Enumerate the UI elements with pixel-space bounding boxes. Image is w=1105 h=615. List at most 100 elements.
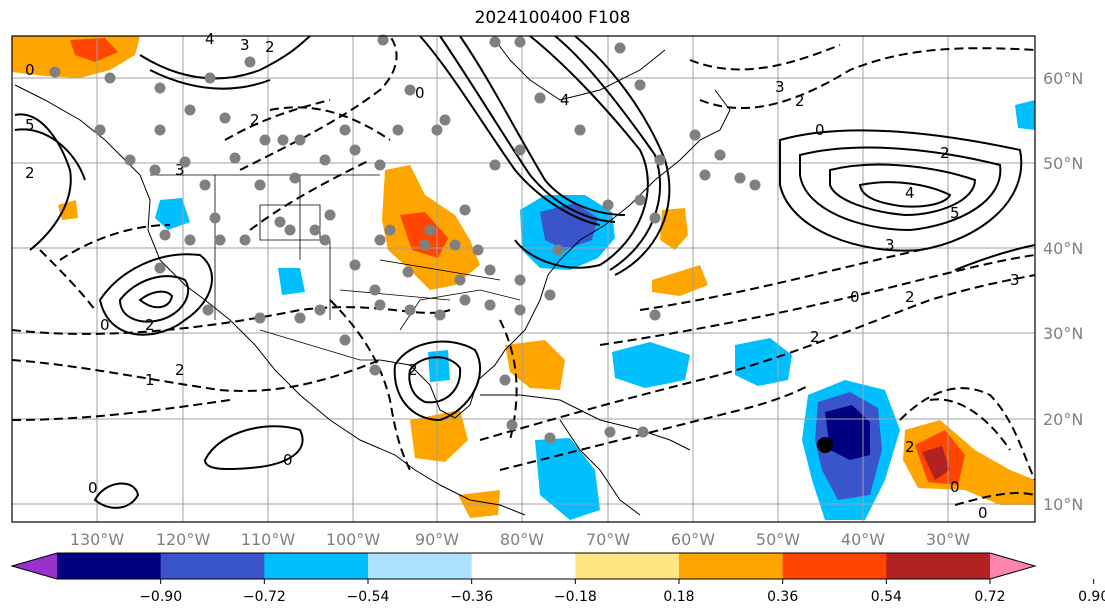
station-marker — [614, 42, 626, 54]
station-marker — [459, 294, 471, 306]
political-borders — [150, 174, 521, 361]
station-marker — [484, 264, 496, 276]
colorbar-cell — [368, 553, 473, 579]
station-marker — [574, 124, 586, 136]
station-marker — [514, 144, 526, 156]
contour-label: 0 — [25, 61, 35, 79]
contour-label: 0 — [283, 451, 293, 469]
station-marker — [506, 419, 518, 431]
station-marker — [374, 299, 386, 311]
contour-label: 0 — [100, 316, 110, 334]
station-marker — [374, 159, 386, 171]
station-marker — [699, 169, 711, 181]
negative-anomaly-west-2 — [278, 268, 305, 295]
station-marker — [402, 266, 414, 278]
station-marker — [534, 92, 546, 104]
lat-label: 50°N — [1043, 154, 1083, 173]
contour-label: 5 — [25, 116, 35, 134]
contour-label: 2 — [175, 361, 185, 379]
station-marker — [254, 179, 266, 191]
station-marker — [154, 262, 166, 274]
negative-anomaly-caribbean — [535, 438, 600, 520]
contour-label: 2 — [408, 361, 418, 379]
station-marker — [377, 34, 389, 46]
positive-anomaly-east-atlantic-core — [922, 446, 950, 480]
colorbar-tick-label: 0.18 — [663, 589, 694, 605]
contour-label: 3 — [240, 36, 250, 54]
colorbar-extend-high — [990, 553, 1035, 579]
station-marker — [634, 79, 646, 91]
station-marker — [449, 239, 461, 251]
station-marker — [431, 124, 443, 136]
station-marker — [637, 426, 649, 438]
station-marker — [339, 124, 351, 136]
colorbar-cell — [471, 553, 576, 579]
station-marker — [259, 134, 271, 146]
colorbar-cell — [160, 553, 265, 579]
contour-label: 0 — [850, 288, 860, 306]
contour-label: 0 — [88, 479, 98, 497]
colorbar-tick-label: −0.54 — [347, 589, 390, 605]
positive-anomaly-central-america — [410, 410, 468, 462]
station-marker — [472, 244, 484, 256]
longitude-labels: 130°W 120°W 110°W 100°W 90°W 80°W 70°W 6… — [70, 530, 970, 549]
colorbar-tick-label: 0.72 — [974, 589, 1005, 605]
station-marker — [149, 164, 161, 176]
station-marker — [202, 304, 214, 316]
colorbar-cell — [782, 553, 887, 579]
station-marker — [749, 179, 761, 191]
latitude-labels: 60°N 50°N 40°N 30°N 20°N 10°N — [1043, 69, 1083, 514]
station-marker — [284, 224, 296, 236]
lon-label: 30°W — [926, 530, 970, 549]
station-marker — [434, 309, 446, 321]
contour-label: 2 — [905, 438, 915, 456]
colorbar-tick-label: 0.90 — [1078, 589, 1105, 605]
station-marker — [319, 154, 331, 166]
colorbar-tick-label: −0.72 — [243, 589, 286, 605]
contour-label: 3 — [885, 236, 895, 254]
station-marker — [199, 179, 211, 191]
colorbar-outline — [10, 552, 1037, 580]
map-title: 2024100400 F108 — [474, 8, 631, 28]
contour-label: 3 — [775, 78, 785, 96]
lon-label: 130°W — [70, 530, 125, 549]
station-marker — [392, 124, 404, 136]
station-marker — [419, 239, 431, 251]
station-marker — [634, 194, 646, 206]
station-marker — [602, 199, 614, 211]
station-marker — [204, 72, 216, 84]
station-marker — [294, 312, 306, 324]
contour-label: 3 — [1010, 271, 1020, 289]
colorbar-tick-label: −0.36 — [450, 589, 493, 605]
station-marker — [514, 274, 526, 286]
lon-label: 40°W — [841, 530, 885, 549]
colorbar-cell — [679, 553, 784, 579]
contour-label: 2 — [810, 328, 820, 346]
station-marker — [209, 212, 221, 224]
negative-anomaly-atlantic-1 — [612, 342, 690, 388]
contour-label: 1 — [145, 371, 155, 389]
station-marker — [454, 274, 466, 286]
station-marker — [179, 156, 191, 168]
graticule — [12, 36, 1035, 522]
station-marker — [274, 216, 286, 228]
positive-anomaly-nw-core — [70, 38, 118, 62]
lat-label: 10°N — [1043, 495, 1083, 514]
station-marker — [689, 129, 701, 141]
station-marker — [184, 234, 196, 246]
colorbar: −0.90 −0.72 −0.54 −0.36 −0.18 0.18 0.36 0.54 0.7… — [10, 552, 1105, 605]
station-marker — [714, 149, 726, 161]
lon-label: 80°W — [500, 530, 544, 549]
station-marker — [489, 36, 501, 48]
positive-anomaly-pacific — [58, 200, 78, 220]
station-marker — [649, 309, 661, 321]
station-marker — [369, 364, 381, 376]
station-marker — [369, 284, 381, 296]
station-marker — [499, 374, 511, 386]
station-marker — [94, 124, 106, 136]
colorbar-tick-label: 0.54 — [871, 589, 902, 605]
station-marker — [459, 204, 471, 216]
station-marker — [552, 244, 564, 256]
contour-label: 2 — [940, 144, 950, 162]
station-marker — [544, 432, 556, 444]
